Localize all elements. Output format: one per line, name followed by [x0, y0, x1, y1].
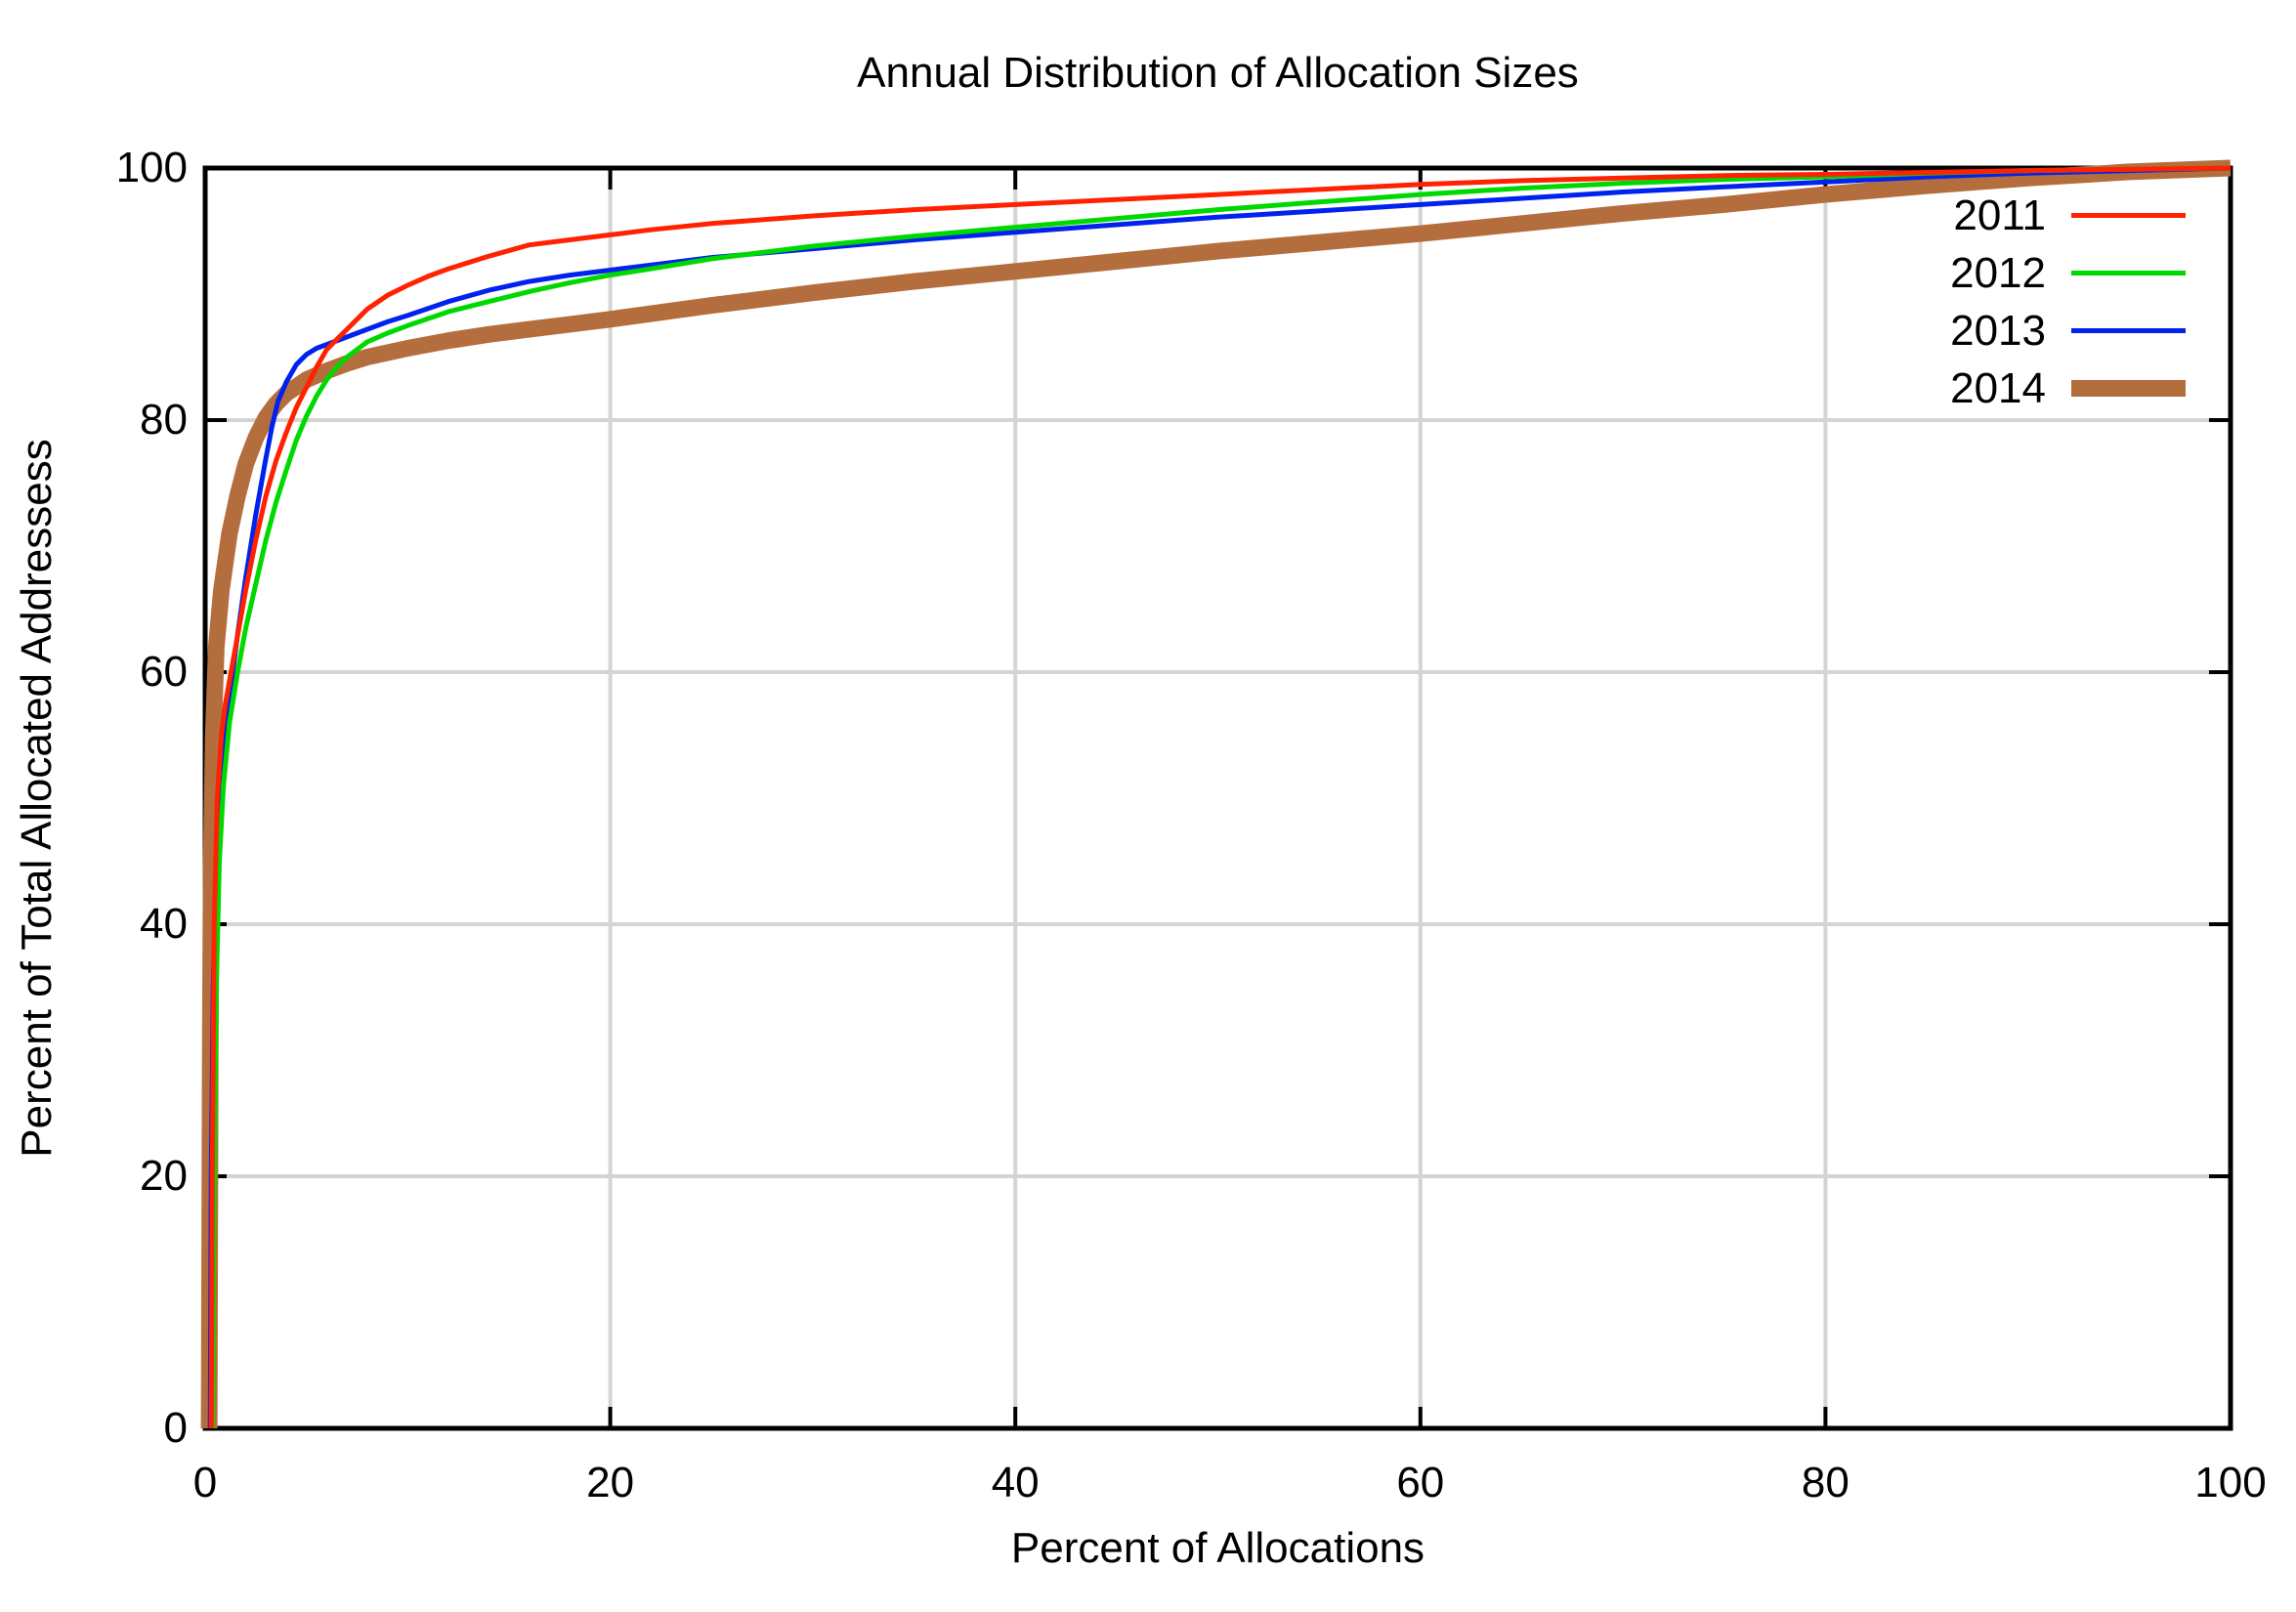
- legend-item-2012: 2012: [1950, 244, 2186, 302]
- y-axis-title: Percent of Total Allocated Addressess: [13, 439, 61, 1158]
- legend-item-2011: 2011: [1950, 187, 2186, 244]
- x-tick-label: 20: [586, 1459, 635, 1506]
- x-tick-label: 0: [192, 1459, 218, 1506]
- legend-label: 2014: [1950, 363, 2046, 412]
- legend-line-sample: [2071, 328, 2186, 333]
- legend-line-sample: [2071, 271, 2186, 276]
- y-tick-label: 20: [140, 1152, 188, 1200]
- y-tick-label: 80: [140, 396, 188, 444]
- y-tick-label: 100: [115, 144, 188, 191]
- series-2011: [208, 165, 2232, 1429]
- y-tick-label: 40: [140, 900, 188, 948]
- legend-line-sample: [2071, 380, 2186, 397]
- x-tick-label: 60: [1396, 1459, 1445, 1506]
- plot-border: [202, 165, 2233, 1431]
- legend-item-2013: 2013: [1950, 302, 2186, 360]
- chart-title: Annual Distribution of Allocation Sizes: [857, 49, 1579, 97]
- y-tick-label: 60: [140, 648, 188, 696]
- x-tick-label: 80: [1801, 1459, 1850, 1506]
- series-2013: [207, 165, 2232, 1429]
- y-tick-label: 0: [163, 1404, 188, 1452]
- legend: 2011 2012 2013 2014: [1950, 187, 2186, 417]
- series-2012: [209, 165, 2232, 1429]
- legend-line-sample: [2071, 213, 2186, 218]
- x-tick-label: 100: [2194, 1459, 2267, 1506]
- legend-label: 2011: [1953, 191, 2046, 239]
- x-axis-title: Percent of Allocations: [1010, 1524, 1425, 1572]
- legend-label: 2013: [1950, 306, 2046, 355]
- x-tick-label: 40: [991, 1459, 1040, 1506]
- series-2014: [200, 159, 2232, 1429]
- legend-label: 2012: [1950, 248, 2046, 297]
- legend-item-2014: 2014: [1950, 360, 2186, 417]
